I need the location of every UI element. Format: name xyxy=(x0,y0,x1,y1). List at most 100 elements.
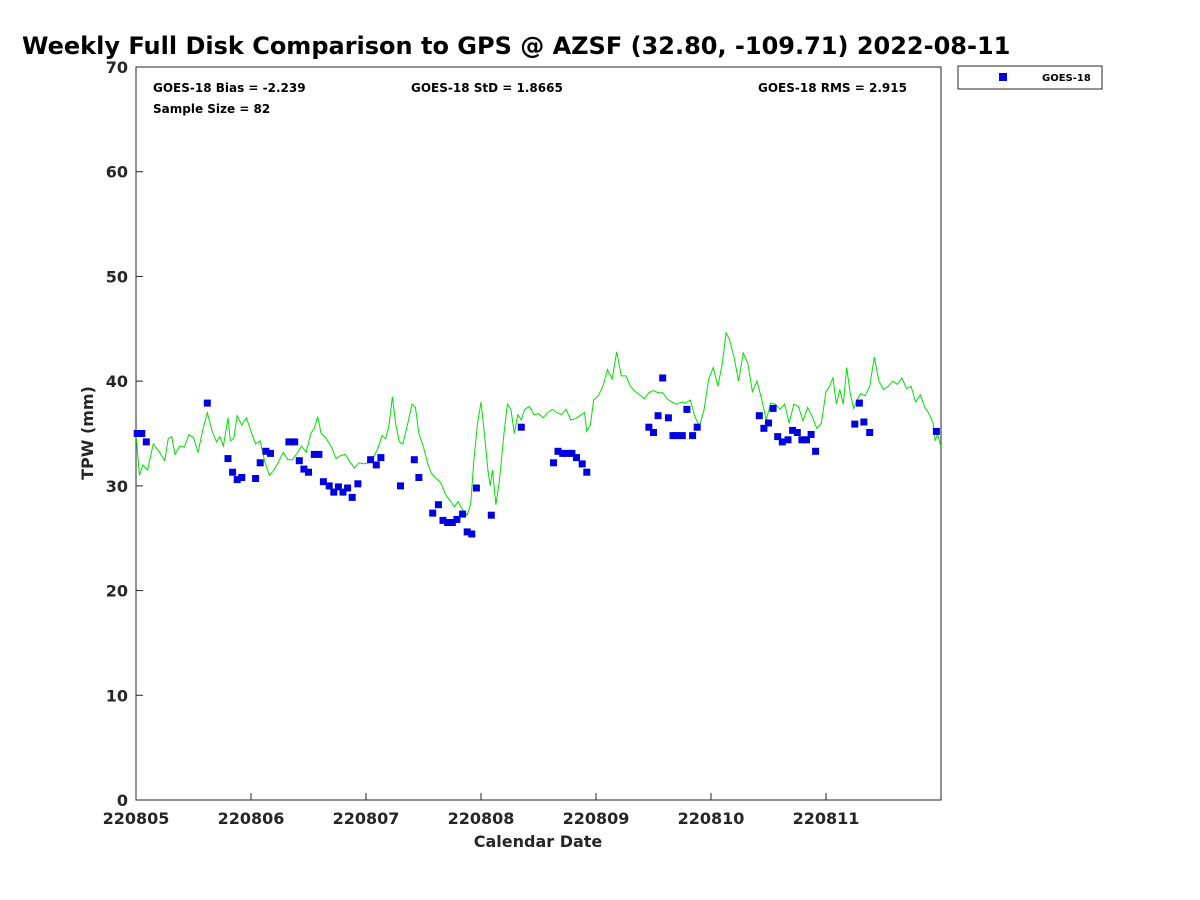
goes-18-point xyxy=(472,484,480,492)
y-tick-label: 70 xyxy=(106,58,128,77)
goes-18-point xyxy=(397,482,404,490)
goes-18-point xyxy=(765,419,772,427)
gps-series-line xyxy=(135,331,942,517)
goes-18-point xyxy=(755,412,763,420)
goes-18-point xyxy=(803,436,810,444)
goes-18-point xyxy=(674,432,682,440)
goes-18-point xyxy=(444,519,452,526)
goes-18-point xyxy=(415,474,423,481)
std-stat: GOES-18 StD = 1.8665 xyxy=(411,81,563,95)
legend-marker xyxy=(999,73,1007,81)
goes-18-point xyxy=(410,456,418,464)
goes-18-point xyxy=(372,461,380,469)
x-tick-label: 220809 xyxy=(563,809,630,828)
goes-18-point xyxy=(669,432,677,440)
goes-18-point xyxy=(517,423,525,431)
y-tick-label: 0 xyxy=(117,791,128,810)
goes-18-point xyxy=(664,414,672,422)
goes-18-point xyxy=(238,474,246,481)
legend-label: GOES-18 xyxy=(1042,73,1091,84)
goes-18-point xyxy=(262,447,270,455)
goes-18-point xyxy=(798,436,806,444)
goes-18-point xyxy=(233,476,241,484)
y-tick-label: 40 xyxy=(106,372,128,391)
plot-frame xyxy=(135,66,942,801)
goes-18-point xyxy=(344,484,352,492)
goes-18-point xyxy=(229,468,237,476)
goes-18-point xyxy=(300,465,308,473)
goes-18-point xyxy=(252,475,260,482)
x-tick-label: 220805 xyxy=(103,809,170,828)
goes-18-point xyxy=(774,433,782,441)
goes-18-point xyxy=(319,478,327,486)
goes-18-point xyxy=(932,427,940,435)
goes-18-point xyxy=(285,438,293,446)
goes-18-point xyxy=(429,509,437,517)
series-layer xyxy=(133,331,942,538)
goes-18-point xyxy=(583,468,591,476)
goes-18-point xyxy=(678,432,686,440)
goes-18-point xyxy=(650,429,657,436)
goes-18-point xyxy=(448,519,456,526)
goes-18-point xyxy=(550,459,557,467)
goes-18-point xyxy=(807,431,815,438)
goes-18-point xyxy=(769,404,777,412)
goes-18-point xyxy=(573,454,580,462)
goes-18-point xyxy=(463,528,471,536)
goes-18-point xyxy=(291,438,299,446)
x-tick-label: 220810 xyxy=(678,809,745,828)
goes-18-point xyxy=(348,493,356,501)
goes-18-point xyxy=(693,423,701,431)
goes-18-point xyxy=(793,429,801,436)
goes-18-point xyxy=(315,450,323,458)
bias-stat: GOES-18 Bias = -2.239 xyxy=(153,81,306,95)
goes-18-point xyxy=(554,447,562,455)
goes-18-point xyxy=(563,449,571,457)
goes-18-point xyxy=(659,374,667,382)
goes-18-point xyxy=(468,530,476,538)
goes-18-point xyxy=(866,429,874,436)
x-tick-label: 220811 xyxy=(793,809,860,828)
goes-18-point xyxy=(784,436,792,444)
goes-18-point xyxy=(487,511,495,519)
x-axis-label: Calendar Date xyxy=(474,832,603,851)
sample-size-stat: Sample Size = 82 xyxy=(153,102,270,116)
goes-18-point xyxy=(559,449,567,457)
goes-18-point xyxy=(203,399,211,407)
goes-18-point xyxy=(860,418,868,426)
legend-box xyxy=(957,65,1103,90)
goes-18-point xyxy=(142,438,150,446)
goes-18-point xyxy=(267,449,274,457)
goes-18-point xyxy=(689,432,697,440)
x-tick-label: 220808 xyxy=(448,809,515,828)
goes-18-point xyxy=(683,405,691,413)
goes-18-point xyxy=(305,468,312,476)
goes-18-point xyxy=(138,430,146,437)
goes-18-point xyxy=(439,516,447,524)
y-axis-label: TPW (mm) xyxy=(78,386,97,480)
goes-18-point xyxy=(224,455,232,463)
goes-18-point xyxy=(645,423,653,431)
goes-18-point xyxy=(789,426,797,434)
y-tick-label: 60 xyxy=(106,163,128,182)
legend: GOES-18 xyxy=(957,65,1103,90)
goes-18-point xyxy=(855,399,863,407)
goes-18-point xyxy=(325,482,333,490)
goes-18-point xyxy=(295,457,303,465)
goes-18-point xyxy=(812,447,820,455)
goes-18-point xyxy=(256,459,264,467)
x-tick-label: 220807 xyxy=(333,809,400,828)
y-axis: 0 10 20 30 40 50 60 70 xyxy=(106,58,143,810)
goes-18-point xyxy=(434,501,442,509)
goes-18-point xyxy=(568,449,576,457)
y-tick-label: 50 xyxy=(106,267,128,286)
plot-area: 0 10 20 30 40 50 60 70 220805 220806 220807 220808… xyxy=(103,58,942,828)
goes-18-point xyxy=(334,483,342,491)
goes-18-point xyxy=(339,488,347,496)
goes-18-point xyxy=(654,412,662,420)
x-tick-label: 220806 xyxy=(218,809,285,828)
goes-18-point xyxy=(760,424,768,432)
goes-18-point xyxy=(778,438,786,446)
goes-18-point xyxy=(851,420,859,428)
